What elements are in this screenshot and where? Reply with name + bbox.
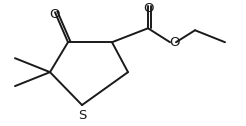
Text: O: O bbox=[50, 8, 60, 21]
Text: O: O bbox=[170, 36, 180, 49]
Text: S: S bbox=[78, 108, 86, 122]
Text: O: O bbox=[143, 2, 153, 15]
